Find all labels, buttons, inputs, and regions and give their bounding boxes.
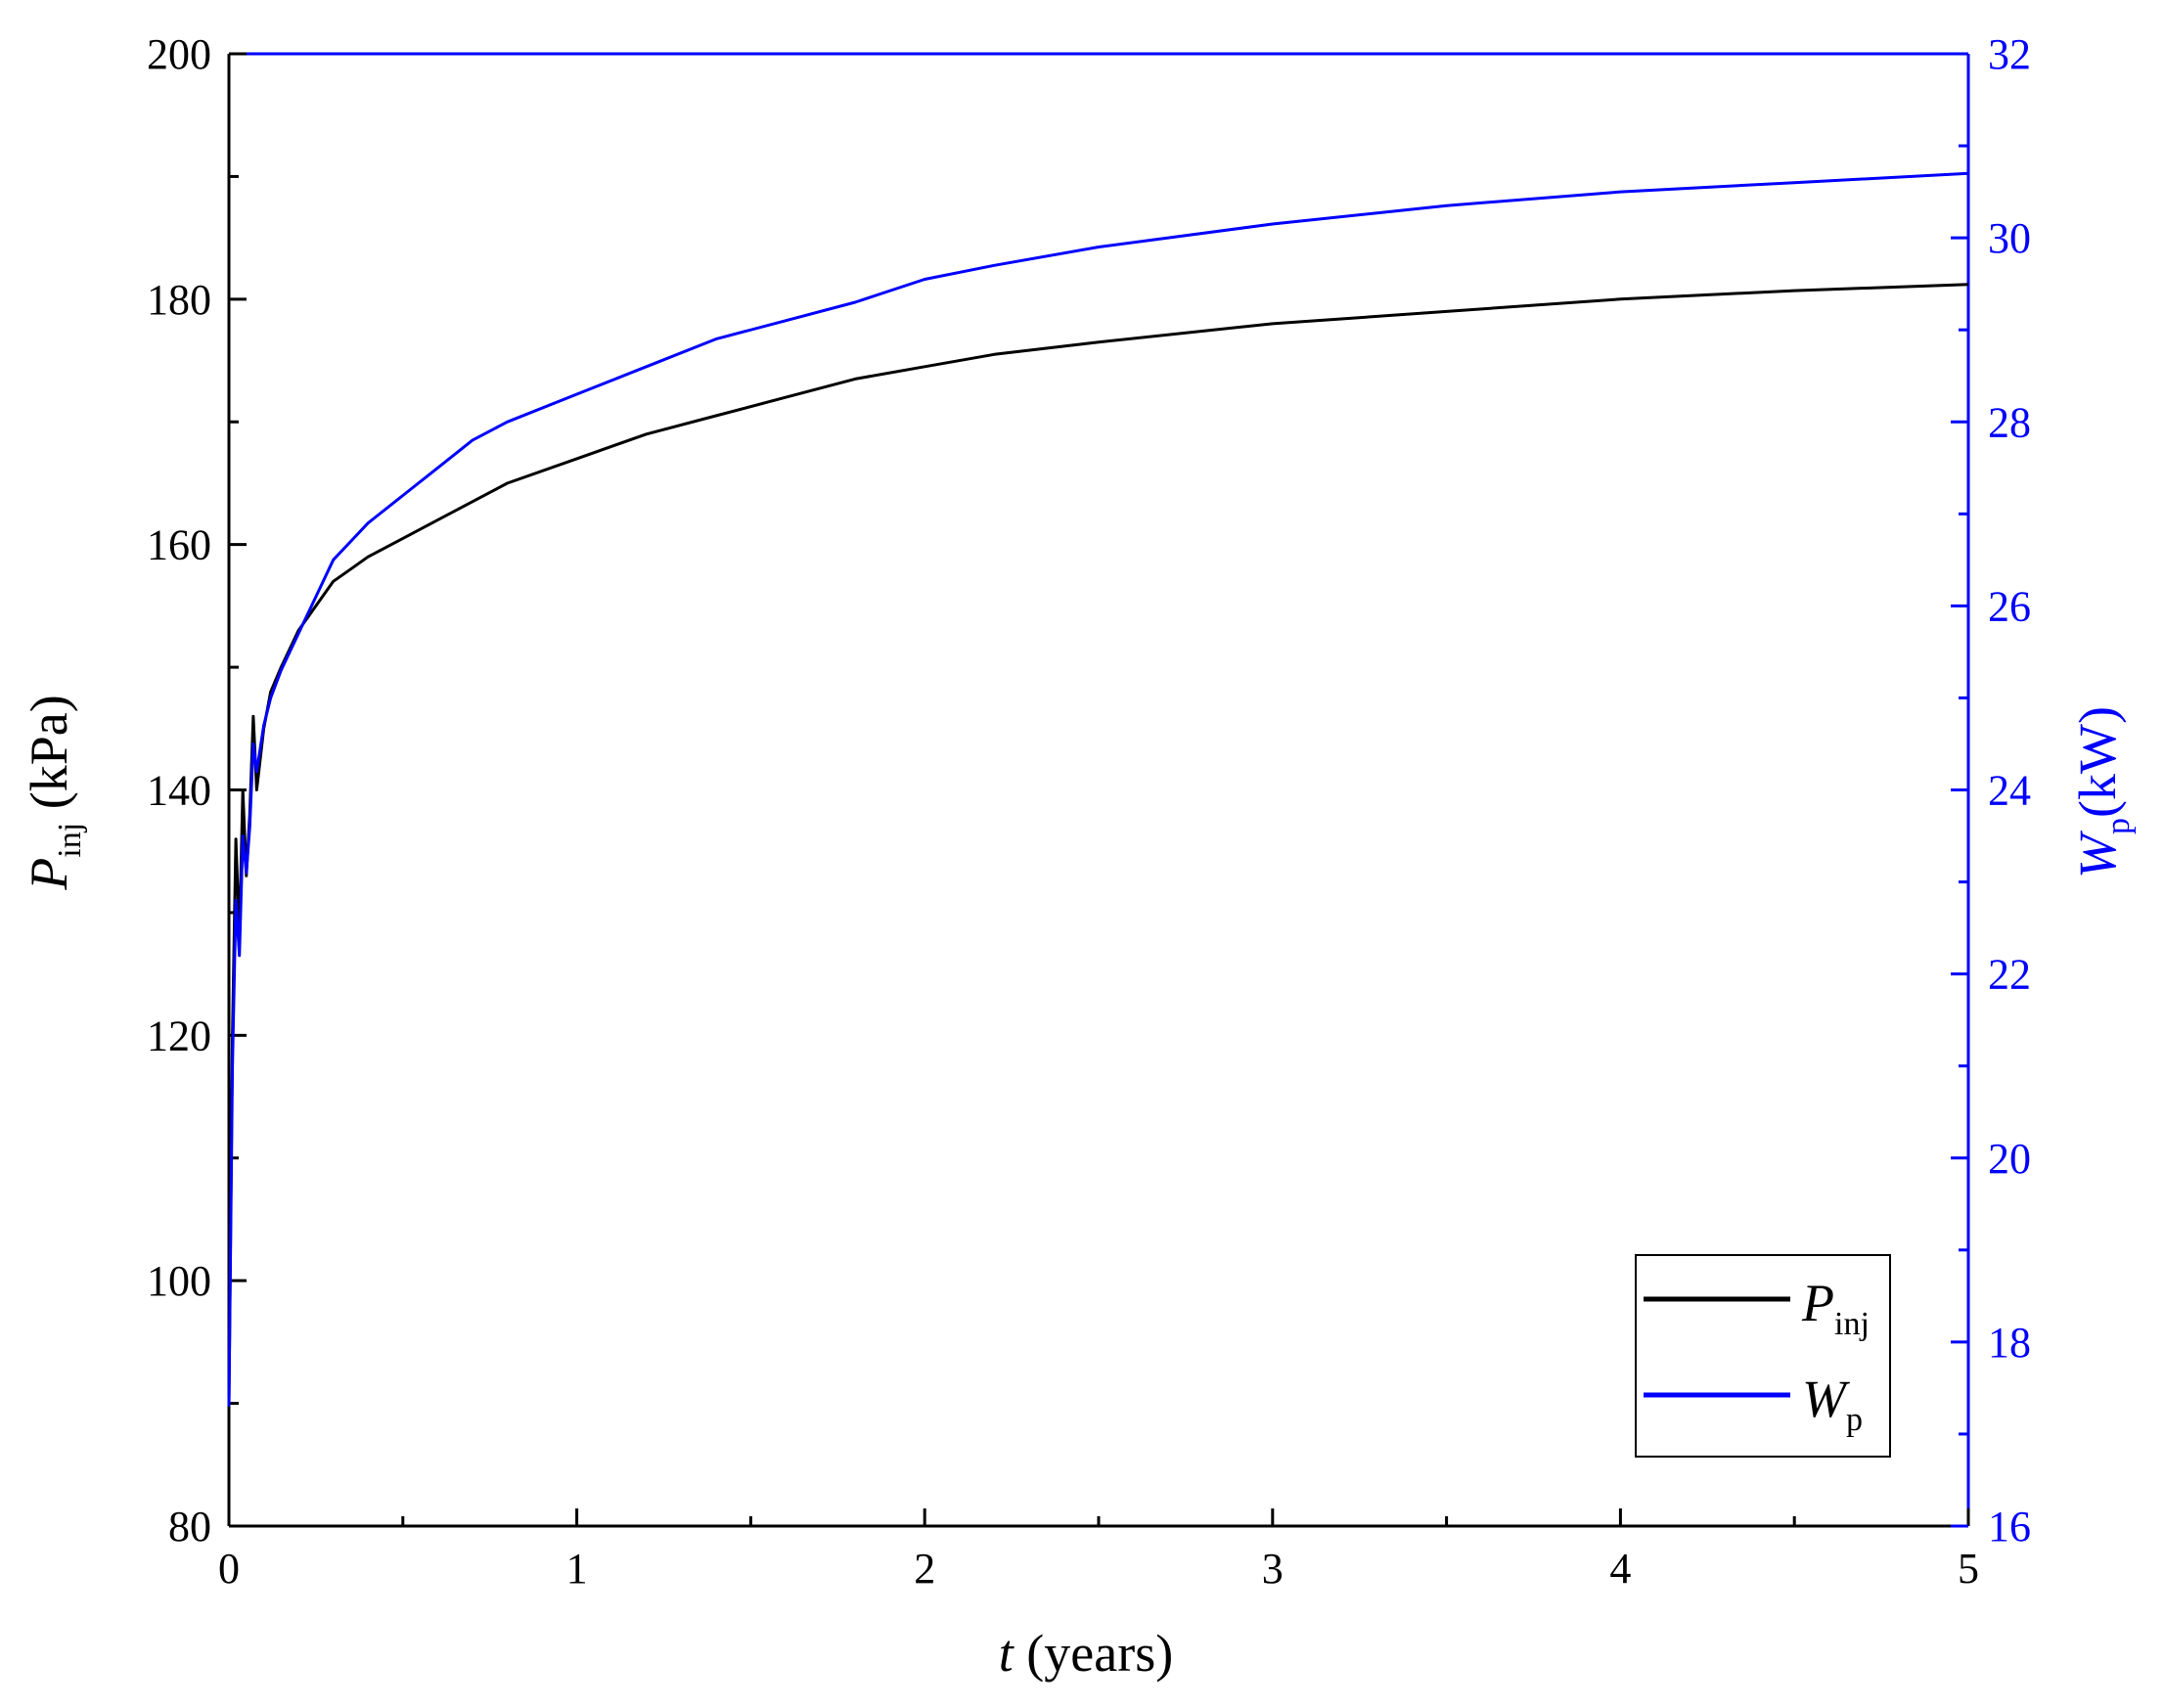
left-tick-label: 160 — [147, 521, 211, 569]
legend-var-w: W — [1802, 1370, 1851, 1428]
right-tick-label: 18 — [1988, 1319, 2031, 1367]
x-axis-ticks: 0 1 2 3 4 5 — [218, 1508, 1979, 1593]
right-tick-label: 26 — [1988, 582, 2031, 630]
x-axis-unit: (years) — [1014, 1624, 1173, 1683]
right-tick-label: 30 — [1988, 214, 2031, 262]
left-axis-sub: inj — [52, 823, 88, 858]
left-axis-title: Pinj (kPa) — [20, 695, 88, 890]
legend-sub-w: p — [1846, 1402, 1863, 1438]
x-tick-label: 4 — [1609, 1545, 1631, 1593]
series-line-p-inj — [227, 283, 1969, 1404]
legend-var-p: P — [1801, 1274, 1834, 1332]
x-axis-var: t — [999, 1624, 1015, 1683]
right-tick-label: 20 — [1988, 1135, 2031, 1183]
right-tick-label: 16 — [1988, 1503, 2031, 1551]
right-axis-ticks: 16 18 20 22 24 26 28 30 32 — [1951, 30, 2031, 1551]
left-axis-unit: (kPa) — [20, 695, 78, 822]
right-axis-title: Wp(kW) — [2068, 706, 2137, 878]
x-tick-label: 1 — [566, 1545, 588, 1593]
right-tick-label: 28 — [1988, 398, 2031, 446]
right-tick-label: 24 — [1988, 767, 2031, 815]
legend-sub-p: inj — [1834, 1306, 1870, 1342]
legend: Pinj Wp — [1635, 1254, 1891, 1458]
legend-label-p: Pinj — [1801, 1274, 1870, 1342]
left-tick-label: 100 — [147, 1257, 211, 1305]
left-tick-label: 80 — [168, 1503, 211, 1551]
right-tick-label: 32 — [1988, 30, 2031, 78]
left-tick-label: 180 — [147, 276, 211, 324]
right-tick-label: 22 — [1988, 951, 2031, 999]
legend-box — [1635, 1254, 1891, 1458]
series-lines — [227, 171, 1969, 1407]
series-line-w-p — [227, 171, 1969, 1407]
left-tick-label: 140 — [147, 767, 211, 815]
left-tick-label: 120 — [147, 1011, 211, 1059]
x-tick-label: 5 — [1958, 1545, 1979, 1593]
left-tick-label: 200 — [147, 30, 211, 78]
left-axis-ticks: 80 100 120 140 160 180 200 — [147, 30, 247, 1551]
legend-label-w: Wp — [1802, 1370, 1863, 1438]
x-axis-title: t (years) — [999, 1624, 1173, 1683]
x-tick-label: 2 — [914, 1545, 935, 1593]
left-axis-var: P — [20, 858, 78, 891]
x-tick-label: 0 — [218, 1545, 240, 1593]
x-tick-label: 3 — [1262, 1545, 1284, 1593]
right-axis-var: W — [2068, 830, 2127, 878]
right-axis-unit: (kW) — [2068, 706, 2127, 818]
right-axis-sub: p — [2100, 818, 2137, 834]
